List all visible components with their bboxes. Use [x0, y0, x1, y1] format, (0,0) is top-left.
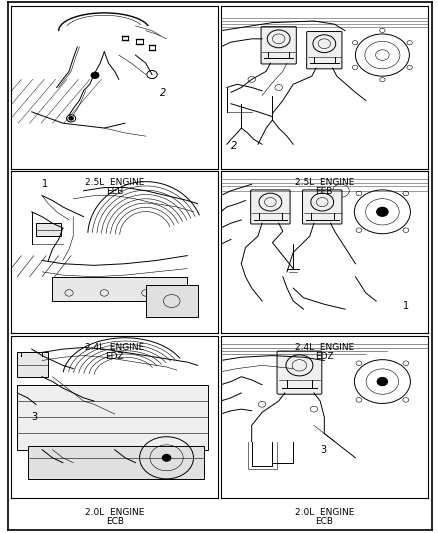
FancyBboxPatch shape — [250, 190, 290, 224]
Text: EEB: EEB — [106, 187, 123, 196]
Circle shape — [162, 455, 170, 461]
FancyBboxPatch shape — [276, 351, 321, 394]
Bar — [17, 385, 208, 450]
Text: 2.4L  ENGINE: 2.4L ENGINE — [85, 343, 144, 352]
Text: 2.5L  ENGINE: 2.5L ENGINE — [294, 178, 353, 187]
Text: 1: 1 — [42, 180, 48, 190]
Bar — [17, 352, 48, 377]
Circle shape — [91, 72, 99, 78]
Circle shape — [69, 117, 73, 120]
Bar — [36, 223, 60, 236]
Text: 2.0L  ENGINE: 2.0L ENGINE — [85, 508, 144, 517]
FancyBboxPatch shape — [302, 190, 341, 224]
Bar — [53, 277, 187, 301]
Text: 2: 2 — [230, 141, 237, 151]
Text: 1: 1 — [402, 301, 408, 311]
Text: EDZ: EDZ — [105, 352, 124, 361]
Circle shape — [376, 207, 387, 216]
Text: 2: 2 — [160, 87, 166, 98]
Bar — [28, 447, 203, 479]
Text: 2.4L  ENGINE: 2.4L ENGINE — [294, 343, 353, 352]
Bar — [145, 285, 197, 317]
Text: 3: 3 — [319, 445, 325, 455]
Text: EDZ: EDZ — [314, 352, 333, 361]
Text: 2.0L  ENGINE: 2.0L ENGINE — [294, 508, 353, 517]
Text: 2.5L  ENGINE: 2.5L ENGINE — [85, 178, 144, 187]
Circle shape — [377, 377, 387, 385]
Text: 3: 3 — [32, 413, 38, 423]
FancyBboxPatch shape — [261, 27, 296, 64]
Text: ECB: ECB — [314, 517, 332, 526]
Text: ECB: ECB — [106, 517, 124, 526]
Text: EEB: EEB — [315, 187, 332, 196]
FancyBboxPatch shape — [306, 31, 341, 69]
